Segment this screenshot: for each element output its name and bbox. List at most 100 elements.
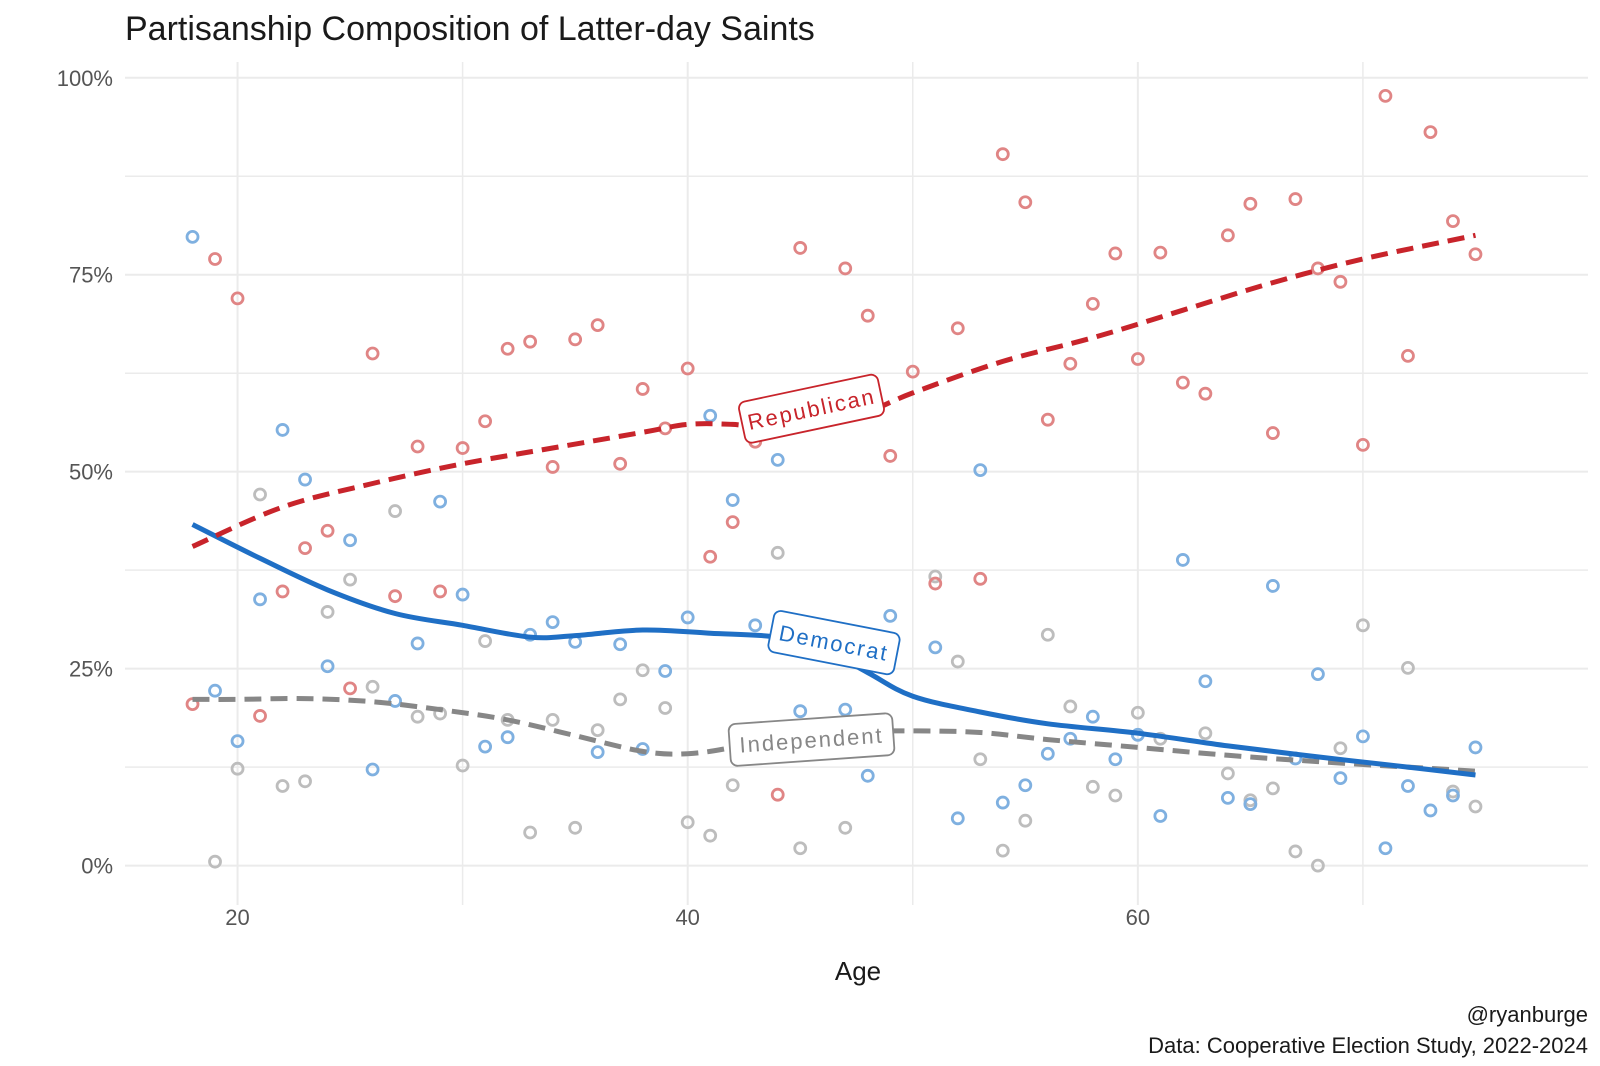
y-tick-label: 50% [69,460,113,485]
x-tick-label: 60 [1126,905,1150,930]
trend-lines [191,232,1477,778]
point-republican [275,584,290,599]
point-republican [1153,245,1168,260]
point-democrat [725,493,740,507]
point-republican [860,308,875,323]
data-points [185,88,1483,873]
y-tick-label: 0% [81,854,113,879]
point-independent [523,825,538,840]
point-independent [1265,781,1280,796]
point-republican [1175,375,1190,390]
point-republican [1265,426,1280,440]
point-republican [1040,412,1055,427]
point-democrat [973,463,988,478]
point-independent [613,692,628,707]
point-republican [253,709,267,723]
point-democrat [770,452,785,467]
point-democrat [1311,667,1325,682]
point-independent [793,841,808,856]
point-independent [1063,699,1078,714]
point-independent [365,679,380,694]
point-independent [1311,858,1325,873]
point-democrat [883,608,898,623]
point-independent [1288,844,1303,859]
x-axis-ticks: 20 40 60 [225,905,1150,930]
point-democrat [478,739,493,754]
point-independent [1333,741,1348,756]
point-independent [703,828,718,843]
point-republican [1220,228,1235,243]
point-republican [298,541,312,556]
point-democrat [388,694,402,708]
point-independent [1040,627,1055,642]
caption-source: Data: Cooperative Election Study, 2022-2… [1148,1033,1588,1058]
point-democrat [1018,778,1033,793]
series-label-independent: Independent [727,712,896,767]
point-democrat [1265,579,1280,593]
point-independent [1220,766,1235,781]
series-label-box [727,712,896,767]
series-label-box [767,610,901,676]
point-independent [1401,660,1415,675]
point-democrat [1468,740,1483,755]
point-democrat [320,659,335,674]
point-republican [1085,296,1100,311]
point-democrat [1198,674,1213,689]
point-democrat [365,762,380,777]
point-independent [298,774,312,789]
point-democrat [1401,779,1415,793]
x-axis-title: Age [835,956,881,986]
series-labels: Republican Democrat Independent [727,373,901,767]
point-republican [523,334,538,349]
point-democrat [838,702,853,717]
point-independent [1356,618,1370,633]
point-independent [478,634,493,648]
point-democrat [433,494,448,509]
point-republican [433,584,448,599]
point-independent [320,605,335,619]
point-independent [950,654,965,669]
point-democrat [410,636,425,651]
point-independent [973,752,988,767]
point-independent [680,815,695,830]
point-democrat [298,472,312,487]
point-republican [1423,125,1438,140]
point-democrat [793,704,808,719]
point-republican [793,241,808,255]
y-tick-label: 75% [69,263,113,288]
point-democrat [680,610,695,625]
point-democrat [500,730,515,745]
point-republican [1130,352,1145,366]
point-republican [1018,195,1033,210]
point-democrat [613,637,628,652]
point-independent [1198,726,1213,741]
point-republican [905,364,920,379]
point-republican [545,460,560,474]
point-democrat [995,795,1010,810]
y-tick-label: 25% [69,657,113,682]
point-republican [343,681,357,696]
point-independent [343,572,357,587]
point-independent [838,820,853,835]
point-independent [725,778,740,793]
point-democrat [1243,797,1258,812]
point-republican [568,332,583,347]
point-republican [455,441,470,455]
point-republican [703,549,718,564]
point-republican [320,523,335,538]
point-independent [635,663,650,678]
point-republican [680,361,695,376]
point-republican [1243,196,1258,211]
point-republican [208,252,222,266]
point-republican [1401,348,1415,363]
point-democrat [950,811,965,826]
point-republican [1198,386,1213,401]
point-republican [410,439,425,454]
y-tick-label: 100% [57,66,113,91]
y-axis-ticks: 0% 25% 50% 75% 100% [57,66,113,879]
point-democrat [1378,841,1393,856]
point-independent [1108,788,1123,803]
point-democrat [208,683,222,698]
point-republican [883,449,898,463]
